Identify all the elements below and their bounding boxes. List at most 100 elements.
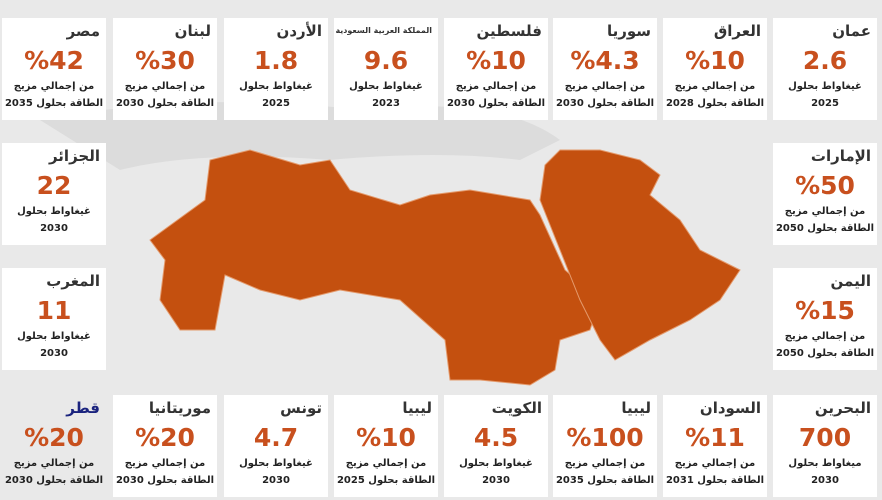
country-name: سوريا (606, 22, 651, 40)
country-card: الأردن 1.8 غيغاواط بحلول 2025 (224, 18, 328, 120)
country-name: موريتانيا (148, 399, 211, 417)
target-description: الطاقة بحلول 2030 (115, 98, 215, 109)
target-description: الطاقة بحلول 2025 (336, 475, 436, 486)
target-description: الطاقة بحلول 2035 (555, 475, 655, 486)
target-description: غيغاواط بحلول (239, 81, 313, 92)
target-description: الطاقة بحلول 2030 (555, 98, 655, 109)
country-card: سوريا %4.3 من إجمالي مزيج الطاقة بحلول 2030 (553, 18, 657, 120)
country-card: عمان 2.6 غيغاواط بحلول 2025 (773, 18, 877, 120)
target-description: 2030 (40, 223, 68, 234)
country-card: البحرين 700 ميغاواط بحلول 2030 (773, 395, 877, 497)
country-card: المملكة العربية السعودية 9.6 غيغاواط بحلول… (334, 18, 438, 120)
country-name: العراق (713, 22, 761, 40)
target-description: من إجمالي مزيج (124, 458, 206, 469)
target-description: من إجمالي مزيج (564, 458, 646, 469)
target-value: %10 (466, 46, 526, 75)
target-description: غيغاواط بحلول (788, 81, 862, 92)
target-description: غيغاواط بحلول (349, 81, 423, 92)
target-description: من إجمالي مزيج (124, 81, 206, 92)
target-description: 2025 (811, 98, 839, 109)
target-value: %20 (24, 423, 84, 452)
target-value: 11 (36, 296, 72, 325)
country-card: مصر %42 من إجمالي مزيج الطاقة بحلول 2035 (2, 18, 106, 120)
country-card: الجزائر 22 غيغاواط بحلول 2030 (2, 143, 106, 245)
target-description: 2023 (372, 98, 400, 109)
country-card: موريتانيا %20 من إجمالي مزيج الطاقة بحلول 2… (113, 395, 217, 497)
country-card: الإمارات %50 من إجمالي مزيج الطاقة بحلول 20… (773, 143, 877, 245)
target-value: 2.6 (802, 46, 848, 75)
target-value: %10 (685, 46, 745, 75)
target-description: من إجمالي مزيج (674, 458, 756, 469)
target-description: ميغاواط بحلول (788, 458, 862, 469)
country-card: لبنان %30 من إجمالي مزيج الطاقة بحلول 2030 (113, 18, 217, 120)
target-value: 9.6 (363, 46, 409, 75)
target-value: %15 (795, 296, 855, 325)
target-description: 2030 (262, 475, 290, 486)
africa-region (149, 149, 601, 386)
target-description: من إجمالي مزيج (674, 81, 756, 92)
country-name: مصر (66, 22, 100, 40)
country-name: تونس (280, 399, 322, 417)
country-name: ليبيا (621, 399, 651, 417)
target-value: %100 (566, 423, 644, 452)
target-description: من إجمالي مزيج (455, 81, 537, 92)
target-description: 2030 (482, 475, 510, 486)
country-name: لبنان (174, 22, 211, 40)
target-value: %4.3 (570, 46, 640, 75)
target-value: %50 (795, 171, 855, 200)
country-name: المغرب (46, 272, 100, 290)
target-description: 2025 (262, 98, 290, 109)
target-description: الطاقة بحلول 2035 (4, 98, 104, 109)
country-card: اليمن %15 من إجمالي مزيج الطاقة بحلول 2050 (773, 268, 877, 370)
country-name: عمان (832, 22, 871, 40)
target-value: 4.7 (253, 423, 299, 452)
country-name: الإمارات (810, 147, 871, 165)
country-name: فلسطين (476, 22, 542, 40)
target-value: 4.5 (473, 423, 519, 452)
target-value: 700 (798, 423, 852, 452)
country-card: ليبيا %100 من إجمالي مزيج الطاقة بحلول 2035 (553, 395, 657, 497)
target-description: 2030 (811, 475, 839, 486)
target-value: %11 (685, 423, 745, 452)
country-card: العراق %10 من إجمالي مزيج الطاقة بحلول 2028 (663, 18, 767, 120)
target-description: الطاقة بحلول 2050 (775, 348, 875, 359)
country-name: البحرين (814, 399, 871, 417)
country-card: قطر %20 من إجمالي مزيج الطاقة بحلول 2030 (2, 395, 106, 497)
target-description: الطاقة بحلول 2030 (446, 98, 546, 109)
country-card: المغرب 11 غيغاواط بحلول 2030 (2, 268, 106, 370)
country-name: الأردن (276, 22, 322, 40)
target-value: %42 (24, 46, 84, 75)
country-card: ليبيا %10 من إجمالي مزيج الطاقة بحلول 2025 (334, 395, 438, 497)
country-name: السودان (699, 399, 761, 417)
country-name: قطر (66, 399, 100, 417)
country-name: الكويت (491, 399, 542, 417)
country-name: ليبيا (402, 399, 432, 417)
target-value: %30 (135, 46, 195, 75)
country-name: المملكة العربية السعودية (335, 26, 432, 35)
target-description: من إجمالي مزيج (13, 81, 95, 92)
country-card: فلسطين %10 من إجمالي مزيج الطاقة بحلول 2030 (444, 18, 548, 120)
target-description: غيغاواط بحلول (17, 331, 91, 342)
target-description: 2030 (40, 348, 68, 359)
target-description: من إجمالي مزيج (345, 458, 427, 469)
target-description: الطاقة بحلول 2030 (115, 475, 215, 486)
target-value: %10 (356, 423, 416, 452)
target-description: الطاقة بحلول 2031 (665, 475, 765, 486)
country-card: السودان %11 من إجمالي مزيج الطاقة بحلول 203… (663, 395, 767, 497)
target-description: الطاقة بحلول 2030 (4, 475, 104, 486)
target-description: من إجمالي مزيج (13, 458, 95, 469)
target-description: من إجمالي مزيج (564, 81, 646, 92)
country-name: الجزائر (48, 147, 100, 165)
target-description: الطاقة بحلول 2050 (775, 223, 875, 234)
target-value: %20 (135, 423, 195, 452)
target-value: 1.8 (253, 46, 299, 75)
country-name: اليمن (830, 272, 871, 290)
target-description: من إجمالي مزيج (784, 206, 866, 217)
country-card: الكويت 4.5 غيغاواط بحلول 2030 (444, 395, 548, 497)
target-description: غيغاواط بحلول (17, 206, 91, 217)
country-card: تونس 4.7 غيغاواط بحلول 2030 (224, 395, 328, 497)
arabia-region (539, 149, 741, 361)
target-description: غيغاواط بحلول (459, 458, 533, 469)
target-description: الطاقة بحلول 2028 (665, 98, 765, 109)
